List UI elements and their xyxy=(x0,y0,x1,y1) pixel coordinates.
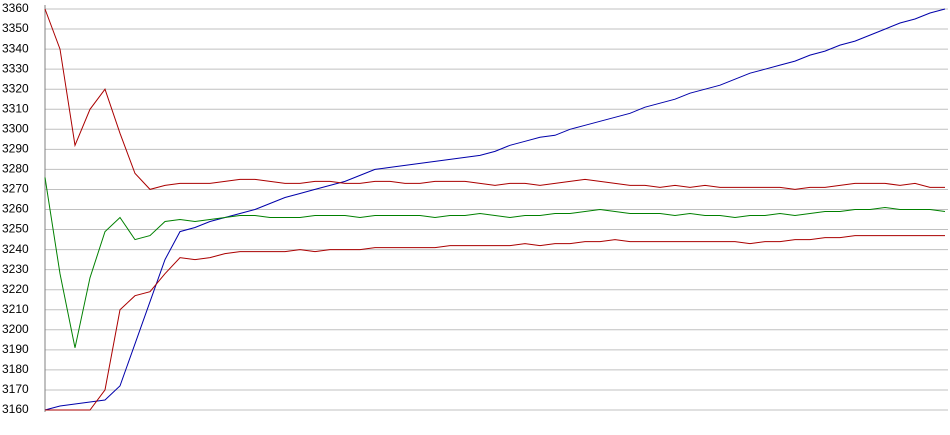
y-tick-label: 3250 xyxy=(2,222,29,236)
y-tick-label: 3160 xyxy=(2,402,29,416)
y-tick-label: 3200 xyxy=(2,322,29,336)
y-tick-label: 3170 xyxy=(2,382,29,396)
line-series xyxy=(44,177,946,348)
y-tick-label: 3260 xyxy=(2,202,29,216)
y-tick-label: 3300 xyxy=(2,121,29,135)
line-series xyxy=(44,8,946,411)
y-tick-label: 3180 xyxy=(2,362,29,376)
line-series xyxy=(45,235,945,411)
y-tick-label: 3320 xyxy=(2,81,29,95)
y-tick-label: 3340 xyxy=(2,41,29,55)
y-tick-label: 3310 xyxy=(2,101,29,115)
y-tick-label: 3280 xyxy=(2,162,29,176)
y-tick-label: 3350 xyxy=(2,21,29,35)
y-tick-label: 3330 xyxy=(2,61,29,75)
y-tick-label: 3240 xyxy=(2,242,29,256)
y-tick-label: 3290 xyxy=(2,142,29,156)
y-tick-label: 3230 xyxy=(2,262,29,276)
y-tick-label: 3360 xyxy=(2,1,29,15)
y-tick-label: 3270 xyxy=(2,182,29,196)
line-series xyxy=(44,8,945,190)
y-tick-label: 3210 xyxy=(2,302,29,316)
y-tick-label: 3190 xyxy=(2,342,29,356)
y-tick-label: 3220 xyxy=(2,282,29,296)
